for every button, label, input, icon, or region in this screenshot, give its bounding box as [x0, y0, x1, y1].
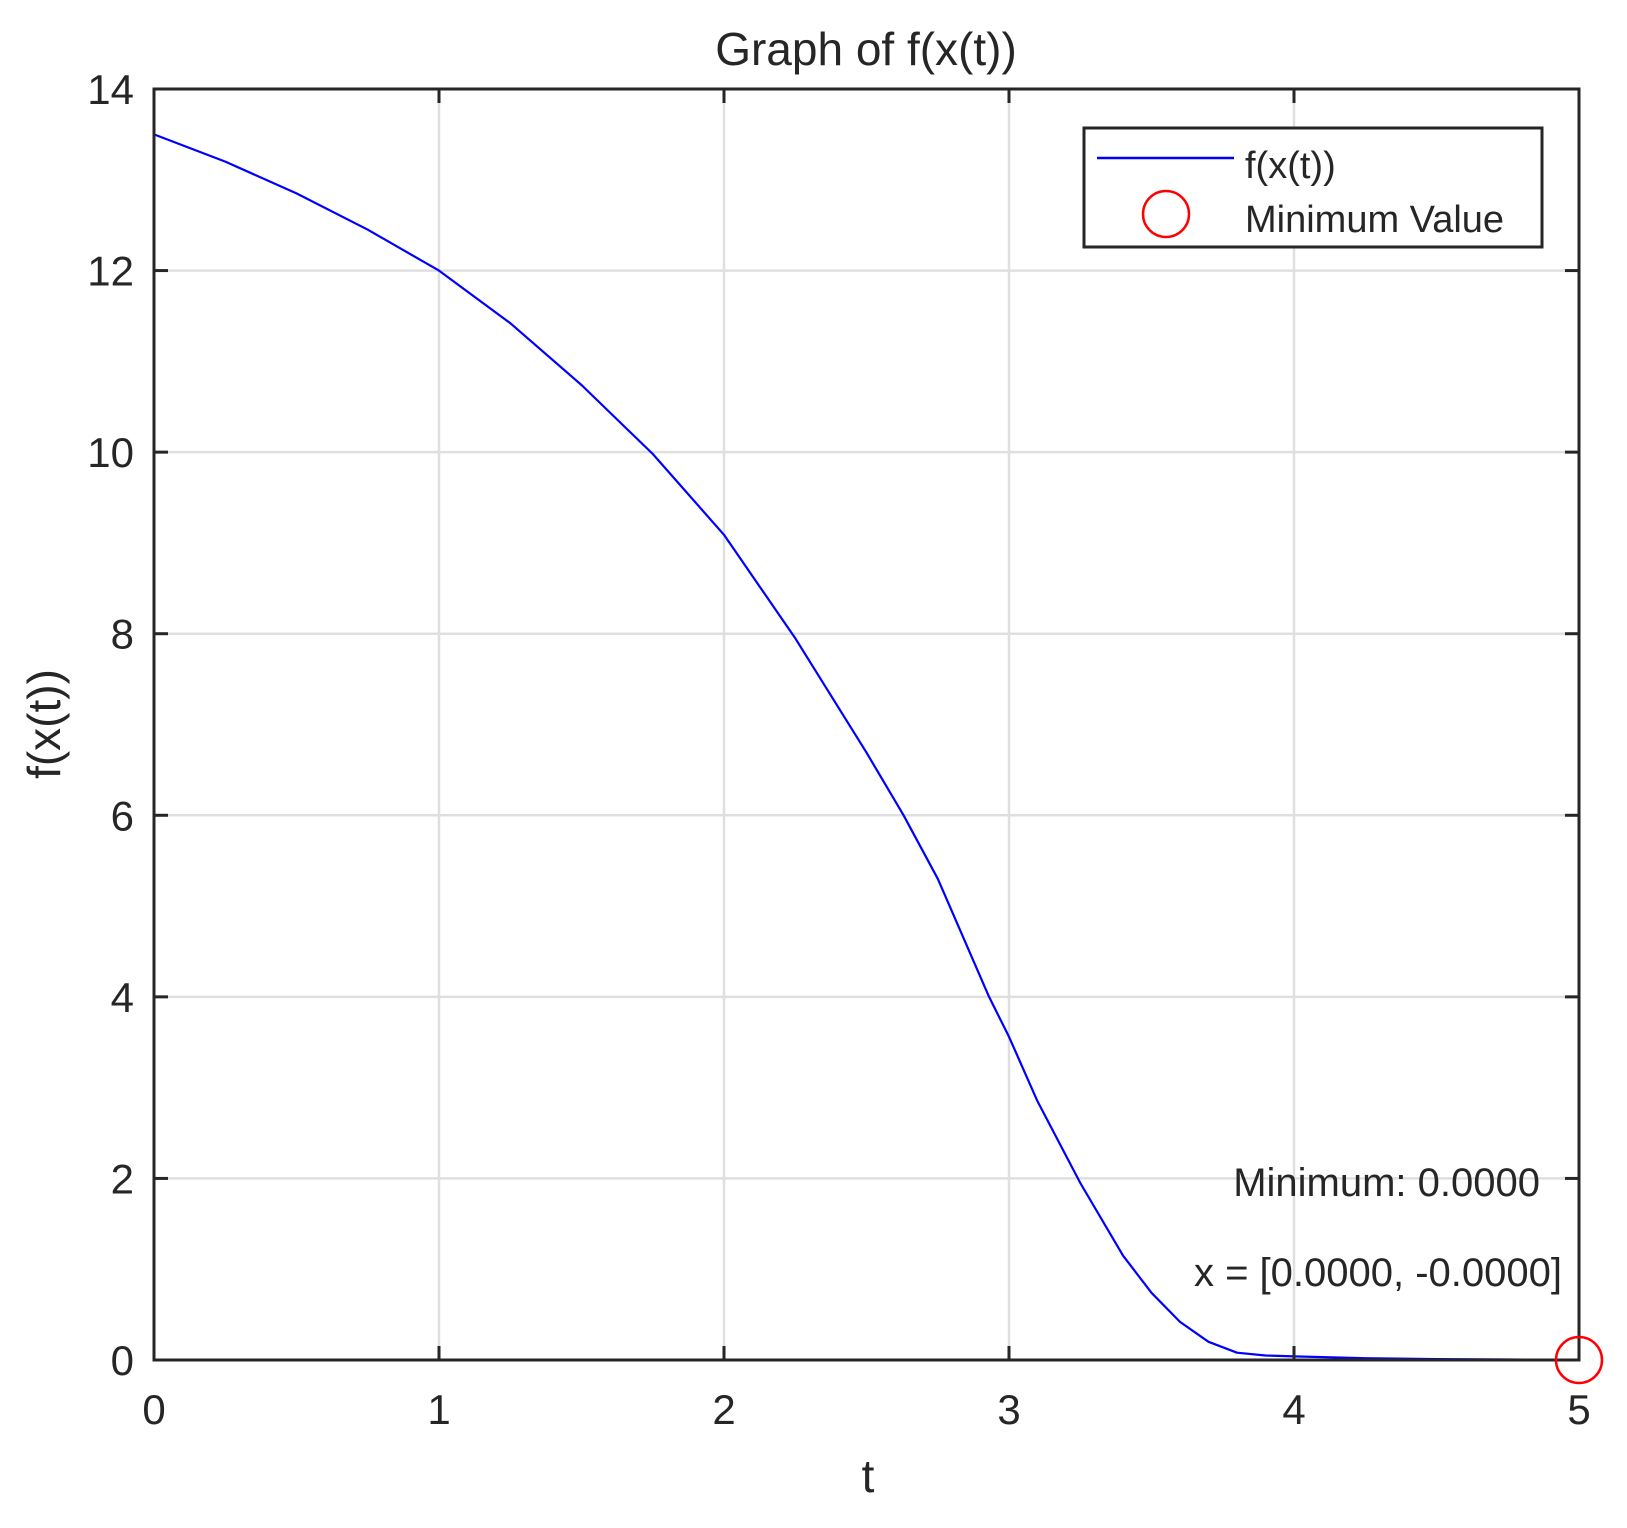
- y-tick-label: 10: [87, 429, 134, 476]
- x-tick-labels: 0 1 2 3 4 5: [142, 1386, 1590, 1433]
- tick-marks: [152, 87, 1581, 1362]
- y-tick-label: 0: [111, 1337, 134, 1384]
- plot-area: [154, 89, 1579, 1360]
- y-tick-label: 12: [87, 248, 134, 295]
- gridlines: [154, 89, 1579, 1360]
- annotation-x-value: x = [0.0000, -0.0000]: [1194, 1251, 1562, 1295]
- y-tick-label: 8: [111, 611, 134, 658]
- axes-box: [152, 87, 1581, 1362]
- y-tick-labels: 0 2 4 6 8 10 12 14: [87, 66, 134, 1384]
- y-tick-label: 14: [87, 66, 134, 113]
- y-tick-label: 2: [111, 1155, 134, 1202]
- legend-box: [1082, 126, 1544, 249]
- legend[interactable]: f(x(t)) Minimum Value: [1082, 126, 1544, 249]
- legend-label-minimum: Minimum Value: [1245, 199, 1504, 241]
- minimum-marker-icon: [1554, 1335, 1604, 1385]
- x-tick-label: 2: [712, 1386, 735, 1433]
- x-tick-label: 0: [142, 1386, 165, 1433]
- x-axis-label: t: [862, 1450, 875, 1502]
- x-tick-label: 5: [1567, 1386, 1590, 1433]
- y-tick-label: 4: [111, 974, 134, 1021]
- x-tick-label: 4: [1282, 1386, 1305, 1433]
- series-line-fxt: [153, 133, 1580, 1362]
- x-tick-label: 1: [427, 1386, 450, 1433]
- y-axis-label: f(x(t)): [18, 669, 70, 779]
- red-circle-icon: [1141, 189, 1191, 239]
- legend-label-fxt: f(x(t)): [1245, 145, 1336, 187]
- annotation-minimum: Minimum: 0.0000: [1233, 1161, 1540, 1205]
- chart-title: Graph of f(x(t)): [715, 23, 1017, 75]
- y-tick-label: 6: [111, 792, 134, 839]
- x-tick-label: 3: [997, 1386, 1020, 1433]
